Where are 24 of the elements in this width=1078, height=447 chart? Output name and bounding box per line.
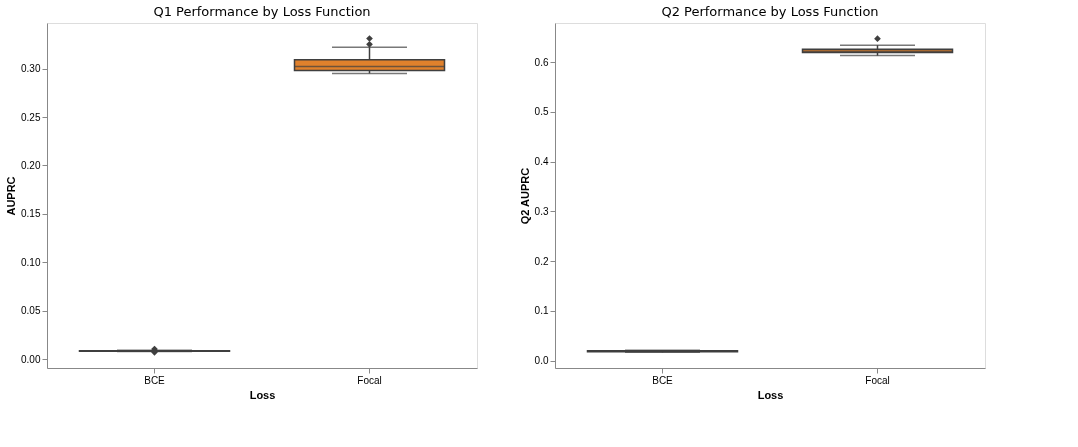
y-tick-label: 0.1 — [534, 305, 549, 317]
y-tick-label: 0.5 — [534, 106, 549, 118]
x-tick-label: Focal — [357, 374, 382, 386]
y-tick-label: 0.4 — [534, 156, 549, 168]
chart-title: Q2 Performance by Loss Function — [661, 4, 879, 19]
y-tick-label: 0.30 — [21, 63, 41, 75]
y-tick-label: 0.10 — [21, 256, 41, 268]
y-tick-label: 0.20 — [21, 159, 41, 171]
y-tick-label: 0.2 — [534, 255, 549, 267]
y-tick-label: 0.6 — [534, 56, 549, 68]
y-tick-label: 0.25 — [21, 111, 41, 123]
x-axis-title: Loss — [757, 388, 784, 401]
y-tick-label: 0.3 — [534, 205, 549, 217]
y-tick-label: 0.15 — [21, 208, 41, 220]
y-tick-label: 0.00 — [21, 353, 41, 365]
x-axis-title: Loss — [249, 388, 276, 401]
x-tick-label: BCE — [652, 374, 674, 386]
y-tick-label: 0.0 — [534, 355, 549, 367]
chart-title: Q1 Performance by Loss Function — [153, 4, 371, 19]
y-axis-title: AUPRC — [5, 176, 18, 216]
y-tick-label: 0.05 — [21, 305, 41, 317]
y-axis-title: Q2 AUPRC — [518, 167, 531, 225]
x-tick-label: BCE — [144, 374, 166, 386]
x-tick-label: Focal — [865, 374, 890, 386]
